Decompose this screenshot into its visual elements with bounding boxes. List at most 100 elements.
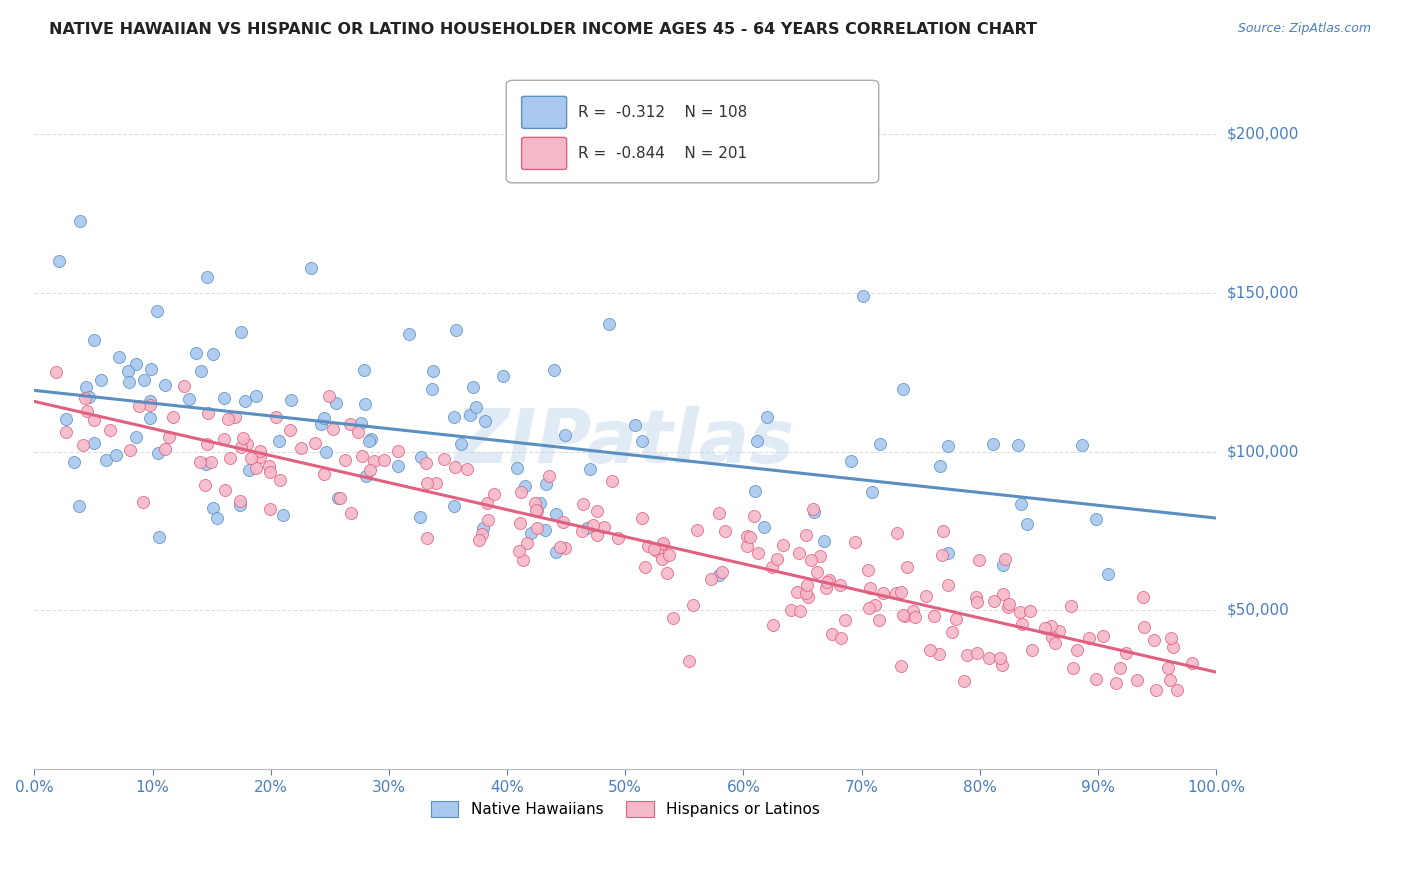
- Point: [278, 423, 301, 437]
- Point: [772, 537, 794, 551]
- Point: [249, 450, 271, 464]
- Point: [398, 327, 420, 342]
- Point: [72, 438, 94, 452]
- Point: [869, 437, 891, 451]
- Point: [585, 504, 607, 518]
- Point: [55, 425, 77, 440]
- Point: [924, 609, 946, 624]
- Point: [983, 593, 1005, 607]
- Point: [472, 521, 495, 535]
- Point: [340, 506, 363, 520]
- Point: [747, 546, 769, 560]
- Point: [839, 454, 862, 468]
- Point: [955, 648, 977, 662]
- Point: [953, 674, 976, 689]
- Point: [482, 486, 505, 500]
- Point: [162, 410, 184, 425]
- Text: Source: ZipAtlas.com: Source: ZipAtlas.com: [1237, 22, 1371, 36]
- Point: [1104, 675, 1126, 690]
- Text: R =  -0.312    N = 108: R = -0.312 N = 108: [578, 105, 747, 120]
- Point: [98, 423, 121, 437]
- Point: [830, 577, 852, 591]
- Point: [1011, 617, 1033, 632]
- Point: [141, 362, 163, 376]
- Point: [796, 578, 818, 592]
- Point: [890, 658, 912, 673]
- Point: [224, 410, 246, 425]
- Point: [544, 545, 567, 559]
- Point: [800, 553, 823, 567]
- Point: [796, 586, 818, 600]
- Point: [409, 510, 432, 524]
- Point: [526, 502, 548, 516]
- Point: [443, 499, 465, 513]
- Point: [69, 214, 91, 228]
- Point: [904, 610, 927, 624]
- Point: [1010, 497, 1032, 511]
- Point: [915, 589, 938, 603]
- Point: [543, 362, 565, 376]
- Point: [458, 409, 481, 423]
- Point: [550, 541, 572, 555]
- Point: [1008, 605, 1031, 619]
- Point: [575, 521, 598, 535]
- Point: [1092, 629, 1115, 643]
- Point: [353, 363, 375, 377]
- Point: [598, 317, 620, 331]
- Point: [229, 440, 252, 454]
- Point: [872, 585, 894, 599]
- Point: [259, 465, 281, 479]
- Point: [1040, 630, 1063, 644]
- Point: [326, 491, 349, 506]
- Point: [79, 390, 101, 404]
- Point: [645, 544, 668, 558]
- Point: [509, 516, 531, 530]
- Point: [834, 613, 856, 627]
- Point: [104, 448, 127, 462]
- Point: [936, 546, 959, 560]
- Point: [852, 289, 875, 303]
- Point: [461, 380, 484, 394]
- Point: [55, 412, 77, 426]
- Point: [139, 399, 162, 413]
- Point: [477, 513, 499, 527]
- Point: [83, 413, 105, 427]
- Point: [516, 536, 538, 550]
- Text: ZIPatlas: ZIPatlas: [456, 406, 796, 479]
- Point: [416, 531, 439, 545]
- Point: [299, 260, 322, 275]
- Point: [132, 373, 155, 387]
- Point: [506, 460, 529, 475]
- Point: [354, 469, 377, 483]
- Point: [173, 379, 195, 393]
- Point: [322, 422, 344, 436]
- Point: [117, 375, 139, 389]
- Point: [83, 333, 105, 347]
- Point: [416, 475, 439, 490]
- Point: [125, 430, 148, 444]
- Point: [537, 469, 560, 483]
- Point: [1132, 620, 1154, 634]
- Point: [998, 598, 1021, 612]
- Point: [941, 625, 963, 640]
- Point: [190, 364, 212, 378]
- Point: [686, 523, 709, 537]
- Point: [229, 493, 252, 508]
- Point: [157, 430, 180, 444]
- Point: [886, 525, 908, 540]
- Point: [1015, 516, 1038, 531]
- Point: [579, 462, 602, 476]
- Point: [197, 406, 219, 420]
- Point: [315, 445, 337, 459]
- Point: [813, 534, 835, 549]
- Point: [107, 350, 129, 364]
- Point: [200, 455, 222, 469]
- Point: [264, 409, 287, 424]
- Point: [652, 536, 675, 550]
- Point: [75, 380, 97, 394]
- Point: [45, 365, 67, 379]
- Point: [780, 603, 803, 617]
- Point: [474, 414, 496, 428]
- Point: [1078, 631, 1101, 645]
- Point: [797, 590, 820, 604]
